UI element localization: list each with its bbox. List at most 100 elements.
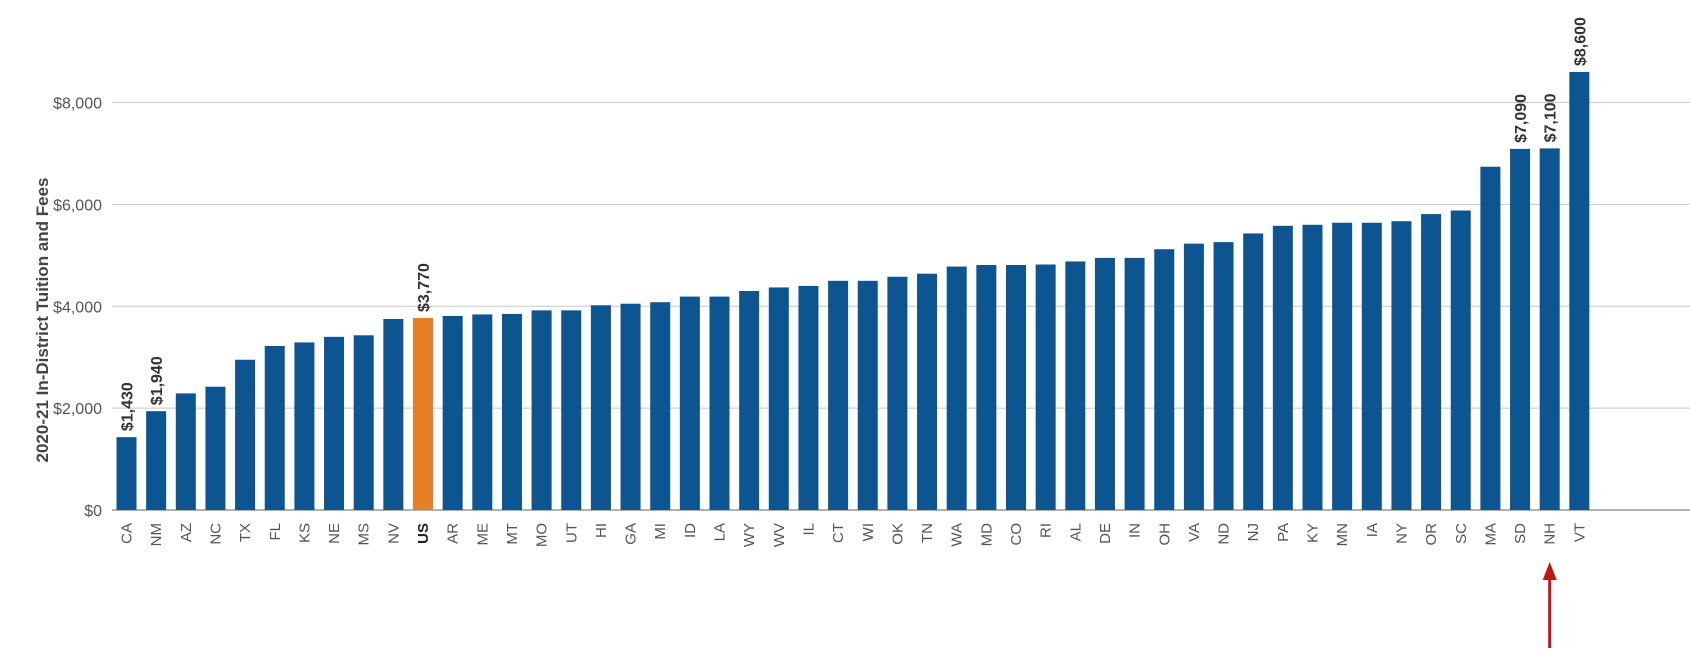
x-category-label: WV [771,523,788,547]
x-category-label: DE [1097,523,1114,544]
bar-nm [146,411,167,510]
bar-va [1183,243,1204,510]
bar-nh [1539,148,1560,510]
bar-ms [353,335,374,510]
bar-hi [590,305,611,510]
x-category-label: NV [385,523,402,544]
x-category-label: KY [1305,523,1322,543]
x-category-label: OR [1423,523,1440,546]
x-category-label: IA [1364,523,1381,537]
y-axis-label: 2020-21 In-District Tuition and Fees [33,178,52,463]
bar-ny [1391,221,1412,510]
x-axis-categories: CA NM AZ NC TX FL KS NE MS NV US AR ME MT MO UT HI GA MI ID… [119,523,1589,547]
bar-nc [205,386,226,510]
bar-mn [1332,222,1353,511]
bar-oh [1154,249,1175,510]
bar-nv [383,319,404,510]
bar-fl [264,346,285,510]
bar-ok [887,276,908,510]
x-category-label: MS [356,523,373,546]
x-category-label: MD [978,523,995,546]
bar-ky [1302,224,1323,510]
bar-ne [324,336,345,510]
x-category-label: WY [741,523,758,547]
data-label-vt: $8,600 [1572,17,1589,66]
x-category-label: TN [919,523,936,543]
y-tick-label: $4,000 [53,299,102,316]
bar-mi [650,302,671,510]
x-category-label: VT [1571,523,1588,542]
bar-ut [561,310,582,510]
x-category-label: ID [682,523,699,538]
x-category-label: CT [830,523,847,543]
x-category-label: ND [1216,523,1233,545]
bar-tx [235,359,256,510]
x-category-label: ME [474,523,491,546]
bar-md [976,265,997,510]
data-label-nh: $7,100 [1543,93,1560,142]
bar-pa [1272,225,1293,510]
bar-al [1065,261,1086,510]
data-label-nm: $1,940 [149,356,166,405]
x-category-label: MA [1482,523,1499,546]
data-label-sd: $7,090 [1513,94,1530,143]
x-category-label: HI [593,523,610,538]
bar-me [472,314,493,510]
bar-vt [1569,72,1590,510]
bar-wi [857,280,878,510]
bar-ar [442,315,463,510]
x-category-label: AR [445,523,462,544]
x-category-label: GA [623,523,640,545]
y-tick-label: $8,000 [53,96,102,113]
x-category-label: CO [1008,523,1025,546]
x-category-label: US [415,523,432,544]
bar-wy [739,291,760,510]
x-category-label: AL [1067,523,1084,541]
x-category-label: MO [534,523,551,547]
bar-sd [1510,148,1531,510]
x-category-label: SD [1512,523,1529,544]
x-category-label: NC [207,523,224,545]
x-category-label: NH [1542,523,1559,545]
x-category-label: KS [296,523,313,543]
bar-in [1124,257,1145,510]
bar-ct [828,280,849,510]
x-category-label: NE [326,523,343,544]
x-category-label: RI [1038,523,1055,538]
x-category-label: NJ [1245,523,1262,541]
bar-id [679,296,700,510]
bar-la [709,296,730,510]
data-label-us: $3,770 [416,263,433,312]
annotation [1542,562,1557,648]
x-category-label: LA [712,523,729,541]
x-category-label: MI [652,523,669,540]
x-category-label: SC [1453,523,1470,544]
bar-nj [1243,233,1264,510]
x-category-label: IL [800,523,817,536]
data-label-ca: $1,430 [120,382,137,431]
x-category-label: NM [148,523,165,546]
bar-mo [531,310,552,510]
x-category-label: IN [1127,523,1144,538]
x-category-label: PA [1275,523,1292,542]
y-tick-label: $6,000 [53,197,102,214]
x-category-label: AZ [178,523,195,542]
bar-wa [946,266,967,510]
data-labels: $1,430 $1,940 $3,770 $7,090 $7,100 $8,600 [120,17,1590,431]
bar-ia [1361,222,1382,511]
bar-ks [294,342,315,510]
bar-mt [501,313,522,510]
x-category-label: UT [563,523,580,543]
y-tick-label: $2,000 [53,401,102,418]
bar-ri [1035,264,1056,510]
x-category-label: WI [860,523,877,541]
bar-or [1421,214,1442,511]
bars [116,72,1590,511]
x-category-label: OK [889,523,906,545]
bar-co [1006,265,1026,510]
x-category-label: TX [237,523,254,542]
x-category-label: NY [1393,523,1410,544]
bar-sc [1450,210,1471,511]
bar-us [413,317,433,510]
